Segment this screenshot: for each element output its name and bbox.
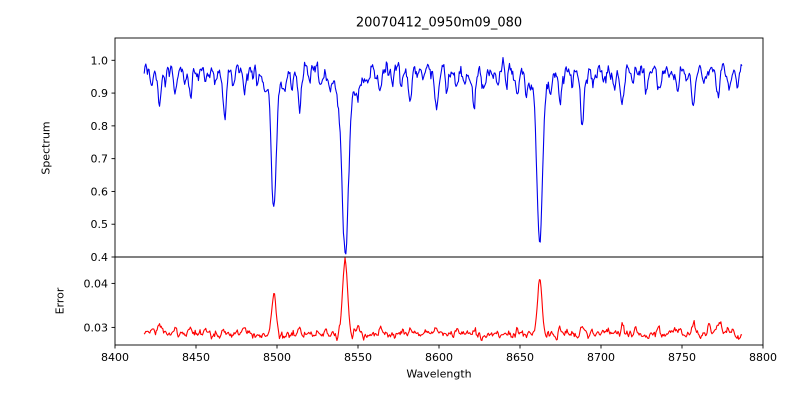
spectrum-y-tick-label: 1.0	[91, 54, 109, 67]
x-tick-label: 8800	[749, 351, 777, 364]
error-y-tick-label: 0.03	[84, 321, 109, 334]
x-tick-label: 8450	[182, 351, 210, 364]
error-y-tick-label: 0.04	[84, 277, 109, 290]
spectrum-line	[143, 57, 743, 255]
x-tick-label: 8600	[425, 351, 453, 364]
error-line	[143, 257, 743, 342]
spectrum-y-ticks: 0.4 0.5 0.6 0.7 0.8 0.9 1.0	[91, 54, 115, 264]
spectrum-y-tick-label: 0.6	[91, 185, 109, 198]
error-y-ticks: 0.03 0.04	[84, 277, 115, 334]
spectrum-y-tick-label: 0.5	[91, 218, 109, 231]
spectrum-y-tick-label: 0.4	[91, 251, 109, 264]
spectrum-y-tick-label: 0.9	[91, 87, 109, 100]
x-ticks: 8400 8450 8500 8550 8600 8650 8700 8750 8800	[101, 345, 777, 364]
x-tick-label: 8700	[587, 351, 615, 364]
x-tick-label: 8500	[263, 351, 291, 364]
x-tick-label: 8650	[506, 351, 534, 364]
spectrum-y-tick-label: 0.8	[91, 120, 109, 133]
error-panel-frame	[114, 256, 764, 346]
x-tick-label: 8750	[668, 351, 696, 364]
chart-title: 20070412_0950m09_080	[355, 15, 523, 31]
x-tick-label: 8550	[344, 351, 372, 364]
x-axis-label: Wavelength	[406, 367, 472, 381]
spectrum-y-tick-label: 0.7	[91, 153, 109, 166]
x-tick-label: 8400	[101, 351, 129, 364]
